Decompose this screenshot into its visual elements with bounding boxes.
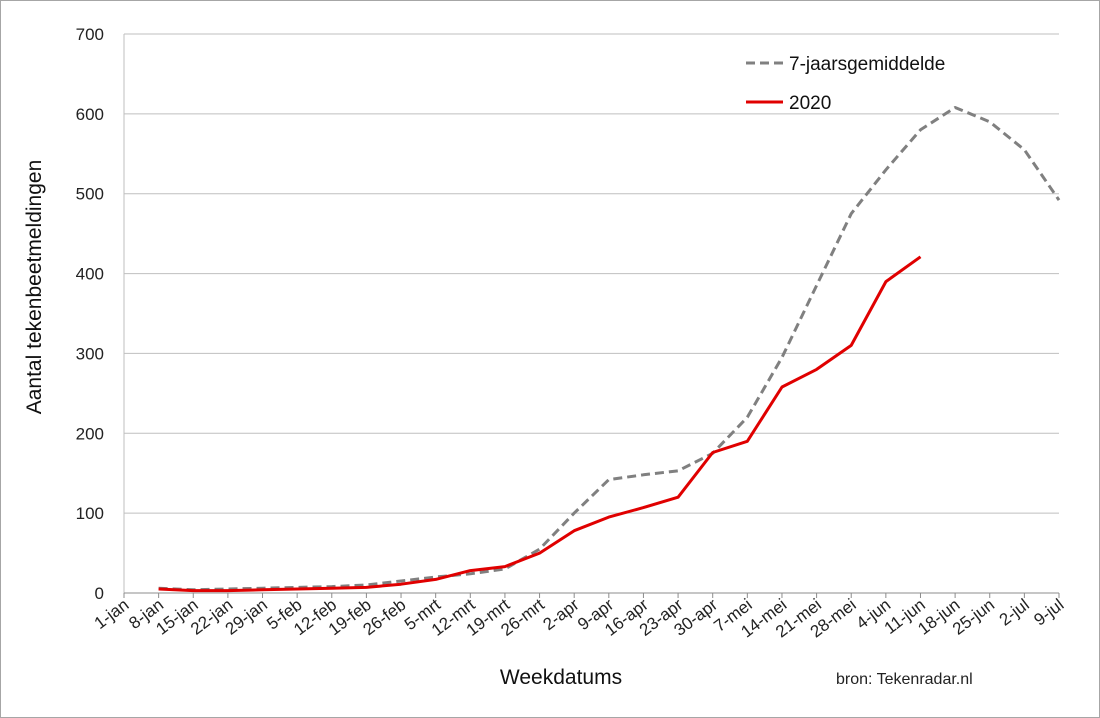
x-axis: 1-jan8-jan15-jan22-jan29-jan5-feb12-feb1…	[91, 34, 1067, 641]
x-tick-label: 2-jul	[996, 595, 1033, 630]
x-axis-title: Weekdatums	[500, 666, 622, 689]
y-tick-label: 300	[76, 344, 104, 363]
y-tick-label: 0	[95, 584, 104, 603]
series-line-2020	[158, 255, 922, 593]
x-tick-label: 9-jul	[1030, 595, 1067, 630]
y-tick-label: 700	[76, 25, 104, 44]
y-tick-label: 500	[76, 185, 104, 204]
gridlines	[124, 33, 1059, 514]
legend: 7-jaarsgemiddelde 2020	[746, 54, 945, 114]
legend-label: 7-jaarsgemiddelde	[789, 54, 945, 75]
y-tick-label: 100	[76, 504, 104, 523]
y-axis-title: Aantal tekenbeetmeldingen	[23, 160, 46, 415]
y-tick-label: 200	[76, 424, 104, 443]
source-note: bron: Tekenradar.nl	[836, 671, 973, 688]
legend-label: 2020	[789, 93, 831, 114]
y-axis-ticks: 0 100 200 300 400 500 600 700	[76, 25, 104, 603]
x-tick-label: 2-apr	[539, 595, 582, 634]
y-tick-label: 600	[76, 105, 104, 124]
series-lines	[158, 106, 1061, 593]
y-tick-label: 400	[76, 265, 104, 284]
